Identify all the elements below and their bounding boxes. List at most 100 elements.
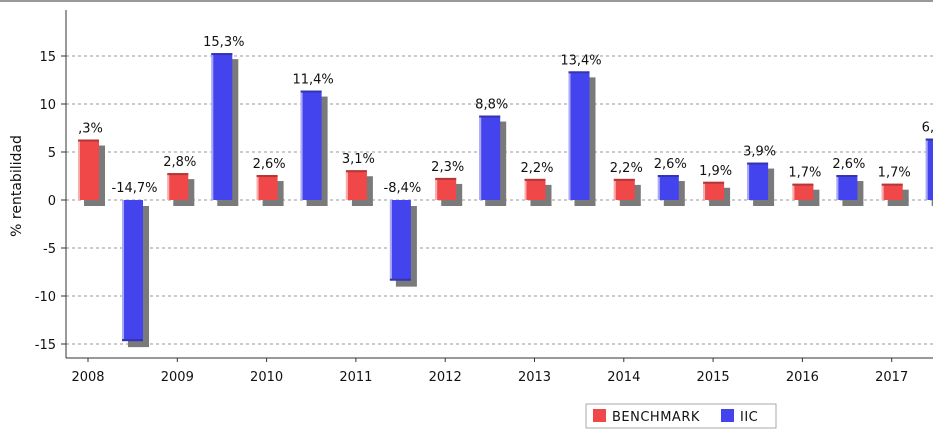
x-tick-label: 2014 [607, 370, 640, 385]
x-tick-label: 2012 [429, 370, 462, 385]
bar-edge [657, 175, 679, 178]
bar [435, 177, 457, 200]
bar [703, 181, 725, 200]
y-tick-label: -15 [35, 338, 56, 353]
bar-edge [256, 175, 278, 178]
data-label: ,3% [78, 122, 103, 137]
bar-highlight [78, 139, 80, 200]
data-label: 15,3% [203, 35, 244, 50]
bar-edge [167, 173, 189, 176]
bar-highlight [524, 178, 527, 200]
axes: 15 10 5 0 -5 -10 -15 2008 2009 2010 2011 2012 2013 20… [35, 10, 933, 385]
data-label: 2,3% [431, 160, 464, 175]
bar-edge [78, 139, 99, 142]
x-tick-label: 2015 [697, 370, 730, 385]
data-label: 2,6% [253, 157, 286, 172]
legend-swatch-iic [721, 409, 734, 422]
bar [524, 178, 546, 200]
data-label: 6,4% [922, 121, 933, 136]
bar [925, 138, 933, 200]
bar-highlight [881, 183, 884, 200]
legend-box [585, 403, 777, 429]
bar [613, 178, 635, 200]
bar [167, 173, 189, 200]
legend-swatch-benchmark [593, 409, 606, 422]
x-tick-label: 2010 [250, 370, 283, 385]
bar-highlight [836, 175, 839, 200]
bar-highlight [167, 173, 170, 200]
bar [568, 71, 590, 200]
data-label: 13,4% [560, 53, 601, 68]
legend: BENCHMARK IIC [585, 403, 777, 429]
data-label: -8,4% [384, 181, 422, 196]
bar-highlight [613, 178, 616, 200]
y-tick-label: -5 [43, 242, 56, 257]
x-tick-label: 2013 [518, 370, 551, 385]
bar [78, 139, 99, 200]
legend-label-iic: IIC [740, 410, 758, 425]
bar-highlight [345, 170, 348, 200]
bar [479, 115, 501, 200]
bar [389, 200, 411, 281]
bar-highlight [389, 200, 392, 281]
bar-highlight [747, 162, 750, 200]
data-label: 2,2% [610, 161, 643, 176]
bar [836, 175, 858, 200]
data-label: 3,1% [342, 152, 375, 167]
bar-highlight [300, 90, 303, 200]
bar-edge [613, 178, 635, 181]
bar [211, 53, 233, 201]
y-tick-label: 0 [48, 194, 56, 209]
bar [122, 200, 143, 342]
x-tick-label: 2011 [339, 370, 372, 385]
bar-highlight [657, 175, 660, 200]
data-label: 1,7% [788, 166, 821, 181]
x-tick-label: 2008 [71, 370, 104, 385]
bar-edge [479, 115, 501, 118]
data-label: 2,6% [832, 157, 865, 172]
y-tick-label: 15 [39, 50, 56, 65]
bar [881, 183, 903, 200]
bar-edge [345, 170, 367, 173]
x-tick-label: 2016 [786, 370, 819, 385]
bar [792, 183, 814, 200]
bar-highlight [479, 115, 482, 200]
bar-highlight [703, 181, 706, 200]
bar [256, 175, 278, 200]
data-label: 3,9% [743, 145, 776, 160]
data-label: 1,7% [878, 166, 911, 181]
bar-edge [881, 183, 903, 186]
bar-edge [568, 71, 590, 74]
x-tick-label: 2017 [875, 370, 908, 385]
bar [747, 162, 769, 200]
bar [300, 90, 322, 200]
data-label: 2,6% [654, 157, 687, 172]
data-label: 11,4% [292, 73, 333, 88]
bar-highlight [792, 183, 795, 200]
data-label: 2,8% [163, 155, 196, 170]
bar-highlight [122, 200, 124, 342]
bar-edge [925, 138, 933, 141]
bar-highlight [211, 53, 214, 201]
x-tick-label: 2009 [161, 370, 194, 385]
bar-edge [389, 278, 411, 281]
bar-highlight [256, 175, 259, 200]
y-tick-label: -10 [35, 290, 56, 305]
data-label: 1,9% [699, 164, 732, 179]
bar-edge [792, 183, 814, 186]
bar [345, 170, 367, 200]
y-tick-label: 10 [39, 98, 56, 113]
data-labels: ,3% 2,8% 2,6% 3,1% 2,3% 2,2% 2,2% 1,9% 1,7% 1,7% -… [78, 35, 933, 196]
bar-edge [122, 339, 143, 342]
bars [78, 53, 933, 348]
bar-edge [836, 175, 858, 178]
legend-label-benchmark: BENCHMARK [612, 410, 700, 425]
y-axis-title: % rentabilidad [9, 135, 25, 237]
bar-edge [211, 53, 233, 56]
bar-edge [300, 90, 322, 93]
bar-highlight [435, 177, 438, 200]
bar-edge [747, 162, 769, 165]
y-tick-label: 5 [48, 146, 56, 161]
